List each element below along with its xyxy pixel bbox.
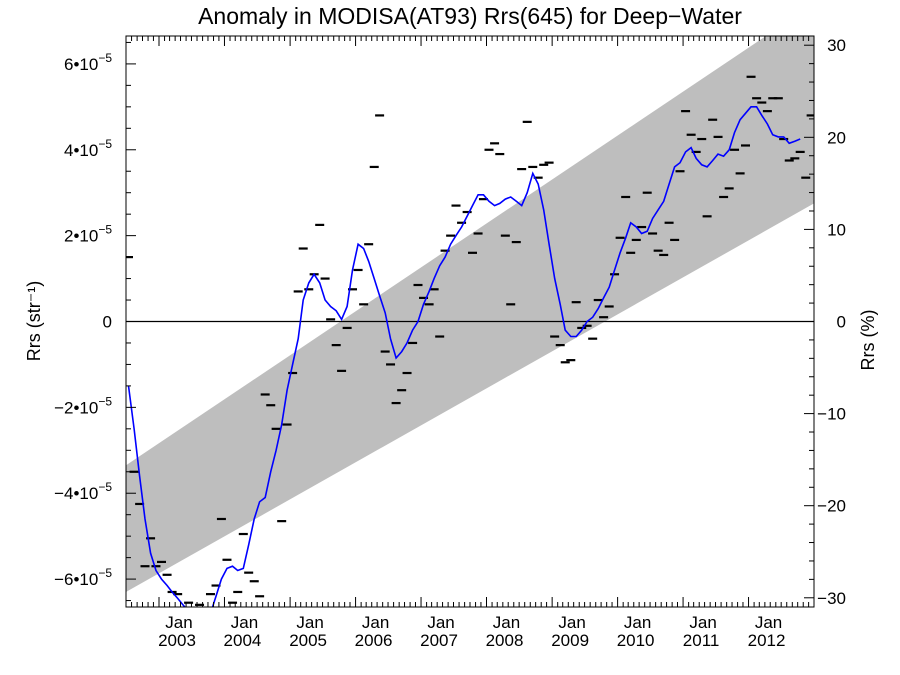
x-tick-label-year: 2007 [420,631,458,650]
x-tick-label-month: Jan [362,613,389,632]
x-tick-label-year: 2009 [551,631,589,650]
x-tick-label-month: Jan [558,613,585,632]
chart-title: Anomaly in MODISA(AT93) Rrs(645) for Dee… [198,3,742,29]
smoothed-anomaly-line [127,106,801,607]
y-axis-right-label: Rrs (%) [858,310,878,371]
x-axis: Jan2003Jan2004Jan2005Jan2006Jan2007Jan20… [125,36,810,650]
y-tick-label-left: 2•10−5 [64,223,112,246]
x-tick-label-year: 2006 [355,631,393,650]
y-tick-label-left: 4•10−5 [64,137,112,160]
x-tick-label-year: 2011 [683,631,720,650]
x-tick-label-year: 2010 [617,631,655,650]
plot-area [126,36,814,607]
x-tick-label-month: Jan [624,613,651,632]
x-tick-label-year: 2008 [486,631,524,650]
y-tick-label-right: 0 [837,313,846,332]
y-tick-label-left: 6•10−5 [64,51,112,74]
x-tick-label-month: Jan [689,613,716,632]
y-tick-label-right: 20 [827,128,846,147]
y-tick-label-left: −4•10−5 [54,480,112,503]
y-tick-label-left: −2•10−5 [54,394,112,417]
x-tick-label-month: Jan [493,613,520,632]
y-axis-right: −30 −20 −10 0 10 20 30 [804,36,846,608]
x-tick-label-year: 2003 [158,631,196,650]
y-tick-label-right: 30 [827,36,846,55]
trend-band [126,36,814,592]
x-tick-label-month: Jan [231,613,258,632]
y-tick-label-right: −20 [817,497,846,516]
y-tick-label-right: 10 [827,220,846,239]
y-tick-label-left: 0 [103,313,112,332]
x-tick-label-year: 2012 [748,631,786,650]
x-tick-label-year: 2005 [289,631,327,650]
y-axis-left: −6•10−5 −4•10−5 −2•10−5 0 2•10−5 4•10−5 6•10−5 [54,41,136,602]
monthly-markers [126,75,814,606]
x-tick-label-month: Jan [165,613,192,632]
x-tick-label-month: Jan [296,613,323,632]
y-tick-label-right: −10 [817,405,846,424]
x-tick-label-month: Jan [427,613,454,632]
y-axis-left-label: Rrs (str⁻¹) [24,281,44,361]
y-tick-label-left: −6•10−5 [54,566,112,589]
x-tick-label-year: 2004 [224,631,262,650]
x-tick-label-month: Jan [755,613,782,632]
y-tick-label-right: −30 [817,589,846,608]
